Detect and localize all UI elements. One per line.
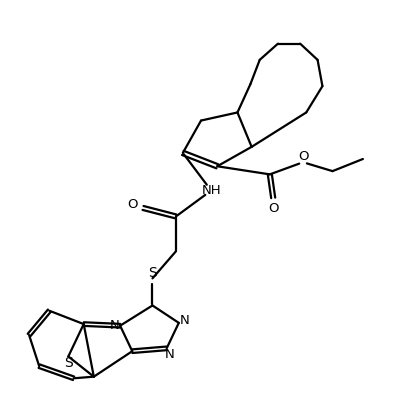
Text: O: O — [127, 198, 138, 211]
Text: S: S — [148, 266, 157, 280]
Text: O: O — [298, 150, 308, 163]
Text: S: S — [64, 356, 73, 370]
Text: N: N — [110, 319, 119, 332]
Text: N: N — [180, 314, 190, 327]
Text: NH: NH — [201, 184, 221, 197]
Text: N: N — [165, 348, 175, 361]
Text: O: O — [269, 202, 279, 215]
